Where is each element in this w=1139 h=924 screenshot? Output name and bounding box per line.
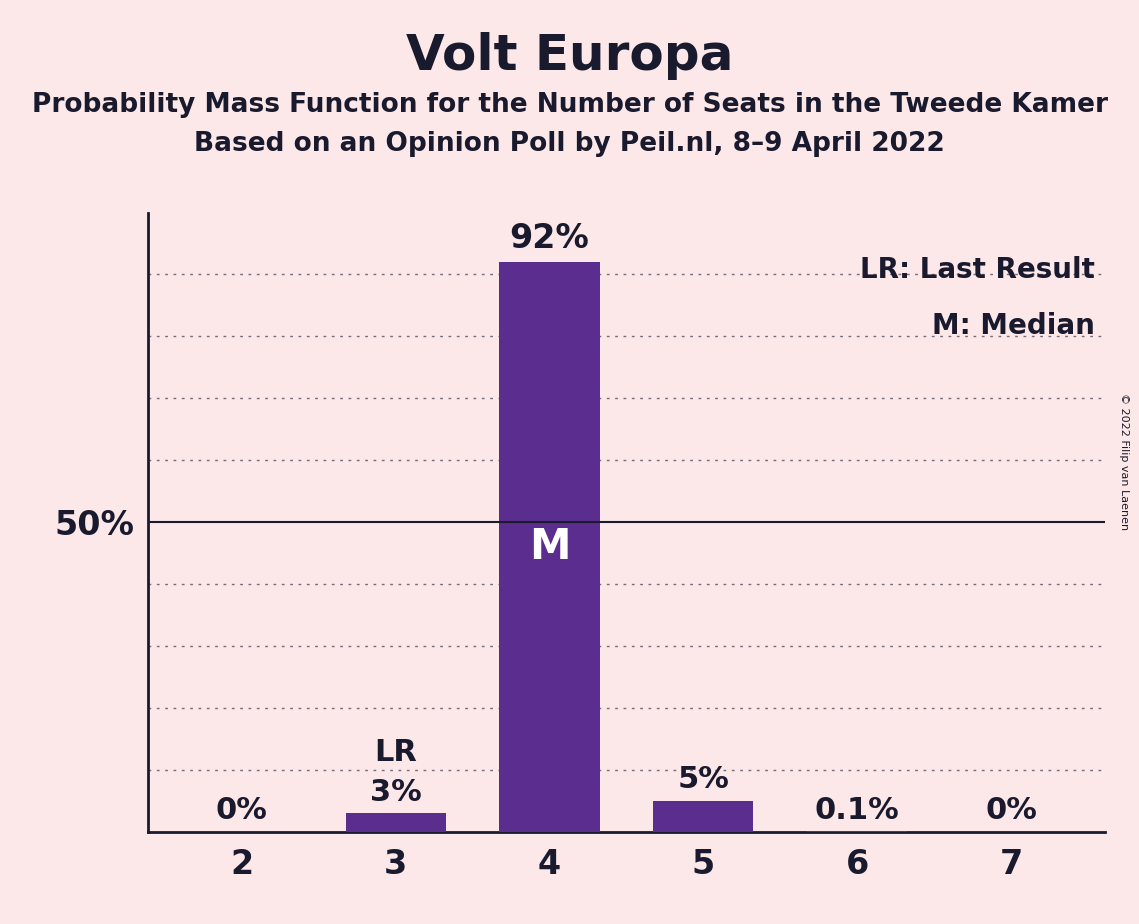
Text: Volt Europa: Volt Europa [405, 32, 734, 80]
Text: M: M [528, 526, 571, 568]
Text: 92%: 92% [509, 222, 589, 255]
Text: Probability Mass Function for the Number of Seats in the Tweede Kamer: Probability Mass Function for the Number… [32, 92, 1107, 118]
Bar [654, 800, 754, 832]
Text: 5%: 5% [678, 765, 729, 795]
Text: LR: Last Result: LR: Last Result [860, 256, 1096, 284]
Text: 3%: 3% [370, 778, 421, 807]
Text: LR: LR [374, 737, 417, 767]
Text: 0%: 0% [985, 796, 1038, 825]
Bar [499, 262, 599, 832]
Text: 0%: 0% [215, 796, 268, 825]
Text: © 2022 Filip van Laenen: © 2022 Filip van Laenen [1120, 394, 1129, 530]
Text: M: Median: M: Median [933, 311, 1096, 340]
Bar [345, 813, 445, 832]
Text: 0.1%: 0.1% [816, 796, 900, 825]
Text: Based on an Opinion Poll by Peil.nl, 8–9 April 2022: Based on an Opinion Poll by Peil.nl, 8–9… [194, 131, 945, 157]
